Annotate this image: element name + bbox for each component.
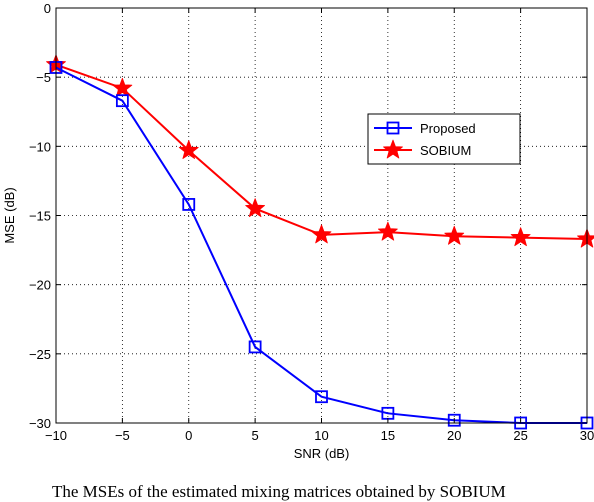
x-tick-label: −5 <box>115 428 130 443</box>
y-axis-label: MSE (dB) <box>2 187 17 243</box>
y-tick-label: −10 <box>29 139 51 154</box>
data-point-star-marker <box>377 221 398 241</box>
y-tick-label: −5 <box>36 70 51 85</box>
data-point-star-marker <box>178 140 199 159</box>
y-tick-label: −15 <box>29 209 51 224</box>
x-tick-label: 15 <box>381 428 395 443</box>
figure-caption: The MSEs of the estimated mixing matrice… <box>52 482 506 501</box>
data-point-star-marker <box>510 227 531 247</box>
data-point-star-marker <box>311 224 332 244</box>
data-point-star-marker <box>112 77 133 97</box>
legend-label: Proposed <box>420 121 476 136</box>
data-point-square-marker <box>182 198 196 211</box>
x-tick-label: 30 <box>580 428 594 443</box>
y-tick-label: −20 <box>29 278 51 293</box>
data-point-square-marker <box>447 413 461 427</box>
x-tick-label: −10 <box>45 428 67 443</box>
y-tick-label: −30 <box>29 416 51 431</box>
data-point-square-marker <box>115 94 129 108</box>
data-point-star-marker <box>245 198 266 218</box>
y-tick-label: 0 <box>44 1 51 16</box>
x-tick-label: 5 <box>252 428 259 443</box>
y-tick-label: −25 <box>29 347 51 362</box>
axis-ticks: −10 −5 0 5 10 15 20 25 30 0 −5 −10 −15 −20 −25 −30 <box>29 1 594 443</box>
data-point-star-marker <box>577 228 594 248</box>
legend: Proposed SOBIUM <box>367 113 521 165</box>
x-tick-label: 10 <box>314 428 328 443</box>
data-point-square-marker <box>315 390 328 404</box>
x-tick-label: 20 <box>447 428 461 443</box>
legend-entry: SOBIUM <box>374 139 471 159</box>
x-axis-label: SNR (dB) <box>294 446 350 461</box>
data-point-square-marker <box>248 340 262 354</box>
series-line <box>55 66 587 424</box>
data-point-star-marker <box>383 139 403 159</box>
x-tick-label: 0 <box>185 428 192 443</box>
legend-label: SOBIUM <box>420 143 471 158</box>
grid-lines <box>56 8 587 423</box>
series-lines <box>46 54 594 430</box>
x-tick-label: 25 <box>513 428 527 443</box>
data-point-square-marker <box>386 121 400 135</box>
series-sobium <box>46 54 594 248</box>
legend-entry: Proposed <box>374 121 476 136</box>
data-point-star-marker <box>444 225 465 245</box>
